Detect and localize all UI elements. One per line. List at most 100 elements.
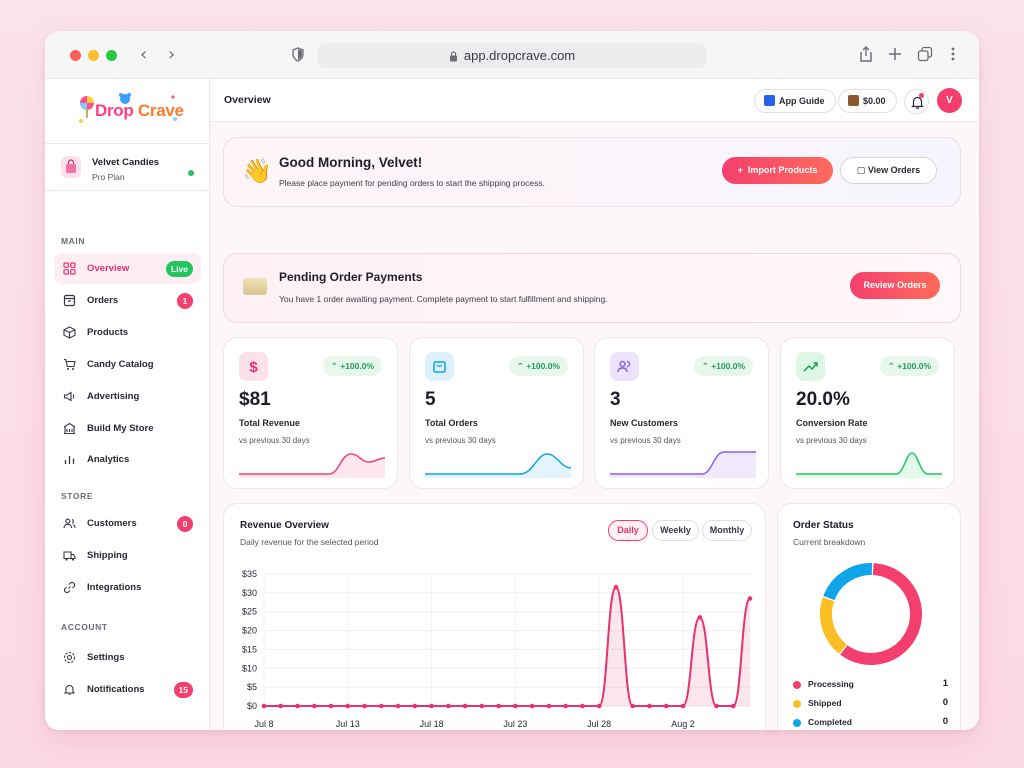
welcome-subtitle: Please place payment for pending orders …: [279, 178, 546, 188]
shield-icon[interactable]: [292, 47, 304, 62]
sidebar-item-advertising[interactable]: Advertising: [54, 381, 201, 412]
tab-daily[interactable]: Daily: [608, 520, 648, 541]
sidebar-item-build-my-store[interactable]: Build My Store: [54, 413, 201, 444]
main-content: Overview App Guide $0.00 V 👋 Good Mornin…: [210, 79, 979, 730]
tab-monthly[interactable]: Monthly: [702, 520, 752, 541]
x-tick-label: Jul 23: [503, 719, 527, 729]
sidebar-item-settings[interactable]: Settings: [54, 642, 201, 673]
app-guide-button[interactable]: App Guide: [754, 89, 836, 113]
data-point: [412, 703, 418, 709]
tab-weekly[interactable]: Weekly: [652, 520, 699, 541]
stat-value: 5: [425, 389, 436, 410]
data-point: [513, 703, 518, 709]
wallet-icon: [848, 95, 859, 106]
share-icon[interactable]: [858, 46, 874, 62]
browser-toolbar: ‹ › app.dropcrave.com: [45, 31, 979, 79]
sidebar-item-products[interactable]: Products: [54, 317, 201, 348]
live-badge: Live: [165, 261, 193, 277]
trend-badge: ⌃ +100.0%: [322, 356, 382, 376]
maximize-window-button[interactable]: [106, 50, 117, 61]
forward-arrow-icon[interactable]: ›: [168, 44, 176, 65]
trend-up-icon: ⌃: [330, 361, 341, 371]
sidebar-item-label: Analytics: [87, 454, 130, 465]
trend-up-icon: ⌃: [887, 361, 898, 371]
notifications-count-badge: 15: [173, 682, 193, 698]
new-tab-icon[interactable]: [887, 46, 903, 62]
link-icon: [63, 581, 76, 594]
welcome-card: 👋 Good Morning, Velvet! Please place pay…: [223, 137, 961, 207]
sidebar-item-analytics[interactable]: Analytics: [54, 444, 201, 475]
minimize-window-button[interactable]: [88, 50, 99, 61]
stat-value: $81: [239, 389, 271, 410]
brand-name-part2: Crave: [137, 101, 184, 120]
users-icon: [610, 352, 639, 381]
y-tick-label: $15: [242, 644, 257, 654]
sidebar-item-label: Settings: [87, 652, 125, 663]
section-label-account: ACCOUNT: [61, 622, 108, 632]
megaphone-icon: [63, 391, 75, 402]
grid-icon: [63, 262, 76, 275]
clipboard-icon: ▢: [856, 165, 868, 175]
sidebar-item-orders[interactable]: Orders 1: [54, 285, 201, 316]
address-bar[interactable]: app.dropcrave.com: [318, 43, 706, 68]
brand-wordmark: Drop Crave: [95, 101, 184, 121]
revenue-overview-card: Revenue Overview Daily revenue for the s…: [223, 503, 766, 730]
x-tick-label: Jul 18: [420, 719, 444, 729]
import-products-button[interactable]: + Import Products: [722, 157, 833, 184]
sidebar-item-integrations[interactable]: Integrations: [54, 572, 201, 603]
sparkline-customers: [610, 451, 756, 478]
sidebar-item-shipping[interactable]: Shipping: [54, 540, 201, 571]
y-tick-label: $35: [242, 569, 257, 579]
notifications-button[interactable]: [904, 89, 929, 114]
x-tick-label: Aug 2: [671, 719, 695, 729]
donut-slice-shipped: [820, 597, 847, 654]
sidebar-item-label: Products: [87, 327, 129, 338]
sidebar-item-overview[interactable]: Overview Live: [54, 253, 201, 284]
section-label-main: MAIN: [61, 236, 86, 246]
legend-row-processing: Processing 1: [793, 678, 948, 692]
sidebar-item-candy-catalog[interactable]: Candy Catalog: [54, 349, 201, 380]
data-point: [580, 703, 585, 709]
sidebar-item-customers[interactable]: Customers 0: [54, 508, 201, 539]
top-header: Overview App Guide $0.00 V: [210, 79, 979, 122]
sidebar-item-label: Candy Catalog: [87, 359, 154, 370]
lock-icon: [449, 51, 457, 62]
stat-comparison: vs previous 30 days: [239, 436, 310, 445]
close-window-button[interactable]: [70, 50, 81, 61]
data-point: [714, 703, 719, 709]
online-status-dot: [188, 170, 194, 176]
donut-slice-processing: [840, 563, 922, 665]
data-point: [663, 703, 669, 709]
data-point: [261, 703, 267, 709]
drop-crave-logo-icon[interactable]: [75, 89, 185, 129]
sidebar-item-label: Shipping: [87, 550, 128, 561]
truck-icon: [63, 551, 76, 561]
order-status-donut-chart: [820, 563, 922, 665]
url-text: app.dropcrave.com: [463, 48, 576, 63]
store-switcher[interactable]: Velvet Candies Pro Plan: [45, 143, 210, 191]
data-point: [730, 703, 736, 709]
trending-up-icon: [796, 352, 825, 381]
balance-button[interactable]: $0.00: [838, 89, 897, 113]
balance-value: $0.00: [863, 96, 886, 106]
view-orders-button[interactable]: ▢ View Orders: [840, 157, 937, 184]
legend-dot: [793, 681, 801, 689]
revenue-title: Revenue Overview: [240, 520, 329, 531]
trend-up-icon: ⌃: [701, 361, 712, 371]
sidebar-item-notifications[interactable]: Notifications 15: [54, 674, 201, 705]
review-orders-button[interactable]: Review Orders: [850, 272, 940, 299]
cart-icon: [64, 358, 76, 370]
store-bag-icon: [61, 156, 81, 178]
trend-up-icon: ⌃: [516, 361, 527, 371]
x-tick-label: Jul 28: [587, 719, 611, 729]
data-point: [596, 703, 602, 709]
more-vertical-icon[interactable]: [945, 46, 961, 62]
back-arrow-icon[interactable]: ‹: [140, 44, 148, 65]
user-avatar[interactable]: V: [937, 88, 962, 113]
tabs-overview-icon[interactable]: [917, 46, 933, 62]
sidebar-item-label: Integrations: [87, 582, 142, 593]
data-point: [345, 703, 351, 709]
bar-chart-icon: [64, 456, 75, 464]
legend-row-shipped: Shipped 0: [793, 697, 948, 711]
view-orders-label: View Orders: [867, 165, 921, 175]
